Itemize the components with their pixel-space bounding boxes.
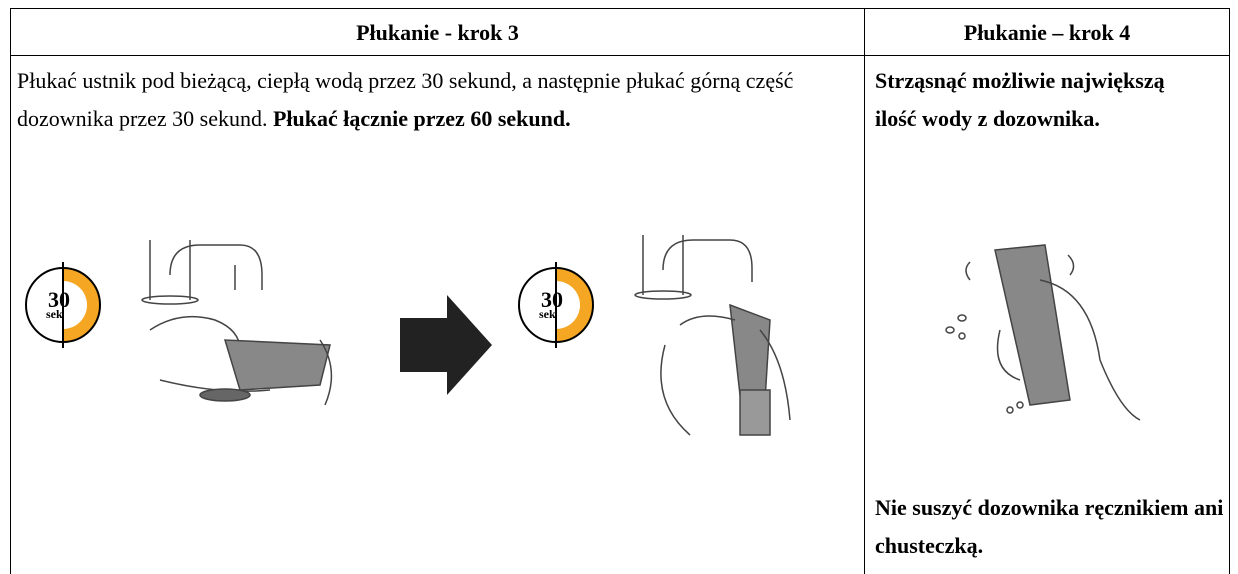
header-cell: Płukanie – krok 4 [963, 20, 1131, 45]
border [864, 8, 865, 574]
note: Nie suszyć dozownika ręcznikiem ani chus… [875, 495, 1224, 558]
timer-unit: sek [539, 307, 556, 321]
instruction-bold: Płukać łącznie przez 60 sekund. [272, 106, 571, 131]
arrow [400, 295, 492, 395]
instruction: Płukać ustnik pod bieżącą, ciepłą wodą p… [17, 62, 807, 138]
border [10, 55, 1230, 56]
timer-value: 30 [541, 287, 563, 312]
instruction: Strząsnąć możliwie największą ilość wody… [875, 68, 1165, 131]
header-cell: Płukanie - krok 3 [356, 20, 519, 45]
border [1229, 8, 1230, 574]
timer-unit: sek [46, 307, 63, 321]
border [10, 8, 1230, 9]
tap-illustration [141, 240, 333, 406]
shake-illustration [945, 244, 1141, 421]
timer: 30 sek [518, 262, 594, 348]
timer-value: 30 [48, 287, 70, 312]
border [10, 8, 11, 574]
instruction-text: Płukać ustnik pod bieżącą, ciepłą wodą p… [17, 68, 794, 131]
tap-illustration [634, 235, 791, 436]
timer: 30 sek [25, 262, 101, 348]
